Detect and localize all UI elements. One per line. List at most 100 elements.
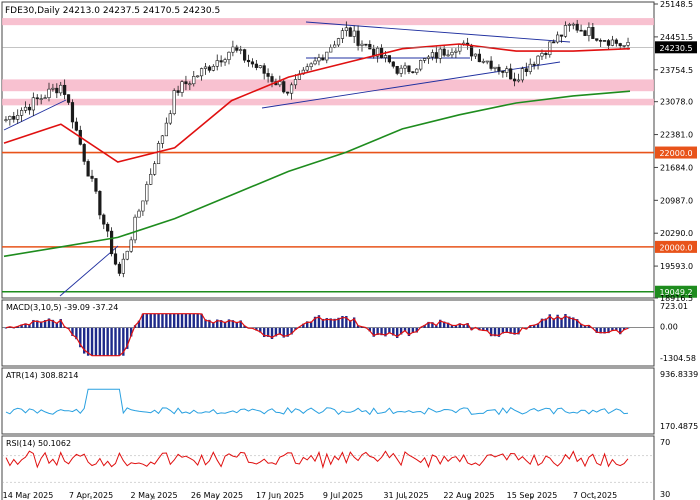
macd-bar [165, 313, 168, 328]
macd-bar [482, 327, 485, 331]
candle-body [395, 66, 399, 74]
candle-body [66, 94, 71, 103]
price-tick-label: 22381.0 [660, 131, 693, 140]
macd-bar [423, 324, 426, 328]
header-symbol: FDE30,Daily 24213.0 24237.5 24170.5 2423… [5, 6, 220, 16]
macd-bar [454, 325, 458, 328]
macd-bar [219, 320, 223, 328]
macd-bar [529, 325, 532, 328]
candle-body [364, 43, 368, 46]
candle-body [559, 34, 564, 37]
candle-body [113, 253, 118, 265]
candle-body [626, 42, 630, 46]
macd-bar [313, 316, 317, 328]
candle-body [16, 115, 20, 120]
candle-body [512, 78, 517, 82]
price-tick-label: 24451.5 [660, 33, 693, 42]
macd-bar [98, 327, 102, 356]
macd-bar [28, 324, 31, 328]
candle-body [595, 38, 599, 41]
atr-line [5, 388, 629, 416]
macd-bar [501, 327, 505, 334]
candle-body [39, 98, 43, 100]
candle-body [344, 27, 348, 31]
macd-bar [4, 327, 8, 329]
candle-body [35, 97, 39, 100]
candle-body [336, 38, 341, 46]
macd-bar [435, 325, 438, 328]
macd-bar [388, 327, 391, 334]
candle-body [493, 66, 497, 69]
indicator-tick: 936.8339 [660, 370, 698, 379]
candle-body [419, 60, 423, 70]
candle-body [614, 39, 618, 44]
macd-bar [329, 318, 332, 328]
macd-bar [290, 327, 293, 335]
candle-body [4, 119, 8, 121]
indicator-tick: 0.00 [660, 323, 678, 332]
macd-bar [572, 317, 575, 328]
macd-bar [172, 313, 176, 328]
candle-body [63, 84, 67, 95]
candle-body [516, 79, 521, 82]
candle-body [606, 40, 611, 46]
macd-bar [548, 314, 551, 328]
candle-body [563, 25, 568, 37]
candle-body [149, 173, 153, 185]
candle-body [270, 76, 274, 82]
macd-bar [427, 321, 430, 328]
macd-bar [611, 327, 614, 332]
candle-body [90, 175, 94, 179]
candle-body [188, 83, 192, 86]
candle-body [153, 163, 157, 175]
macd-bar [493, 327, 497, 337]
candle-body [164, 122, 168, 137]
candle-body [348, 27, 352, 37]
indicator-tick: -1304.58 [660, 354, 696, 363]
price-tick-label: 18916.5 [660, 294, 693, 303]
candle-body [215, 60, 219, 67]
candle-body [117, 263, 122, 274]
macd-bar [368, 327, 372, 332]
candle-body [591, 27, 595, 39]
candle-body [411, 71, 415, 73]
time-tick-label: 15 Sep 2025 [507, 491, 558, 500]
macd-bar [595, 327, 598, 333]
candle-body [438, 48, 442, 59]
candle-body [86, 161, 90, 177]
candle-body [74, 121, 78, 131]
candle-body [356, 30, 360, 46]
macd-bar [157, 313, 160, 328]
macd-bar [446, 322, 450, 328]
price-tick-label: 20290.0 [660, 229, 693, 238]
candle-body [340, 30, 345, 39]
macd-bar [149, 313, 152, 328]
trendline-0 [3, 99, 67, 131]
candle-body [387, 55, 391, 63]
price-tick-label: 25148.5 [660, 0, 693, 9]
macd-bar [20, 324, 23, 328]
indicator-label-macd: MACD(3,10,5) -39.09 -37.24 [6, 303, 118, 312]
macd-bar [43, 320, 47, 328]
zone-0 [2, 18, 654, 26]
candle-body [47, 88, 51, 98]
candle-body [520, 68, 525, 81]
macd-bar [94, 327, 98, 356]
macd-bar [192, 313, 195, 328]
level-label-0: 22000.0 [659, 149, 692, 158]
macd-bar [544, 318, 548, 328]
macd-bar [466, 323, 469, 328]
macd-bar [161, 313, 164, 328]
indicator-panels: MACD(3,10,5) -39.09 -37.24 723.01 0.00 -130… [2, 302, 698, 499]
candle-body [180, 81, 184, 93]
macd-bar [176, 313, 180, 328]
candle-body [70, 102, 75, 123]
macd-bar [286, 327, 289, 337]
macd-bar [396, 327, 399, 339]
candle-body [610, 39, 614, 46]
macd-bar [212, 322, 215, 328]
macd-bar [278, 327, 282, 335]
macd-bar [153, 313, 156, 328]
price-tick-label: 21684.0 [660, 163, 693, 172]
candle-body [8, 116, 12, 120]
